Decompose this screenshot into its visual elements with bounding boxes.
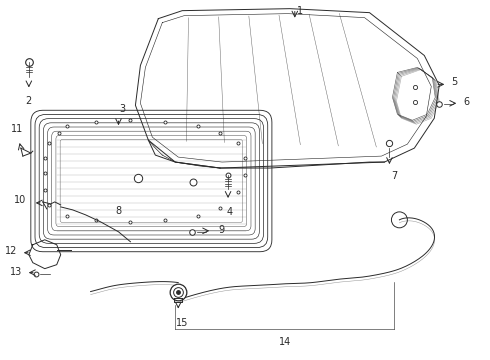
Text: 1: 1 xyxy=(297,6,303,16)
Text: 15: 15 xyxy=(176,319,189,328)
Text: 10: 10 xyxy=(14,195,26,205)
Text: 4: 4 xyxy=(227,207,233,217)
Text: 11: 11 xyxy=(11,124,23,134)
Text: 6: 6 xyxy=(463,97,469,107)
Text: 3: 3 xyxy=(120,104,125,114)
Text: 12: 12 xyxy=(4,246,17,256)
Text: 13: 13 xyxy=(10,267,22,276)
Text: 9: 9 xyxy=(218,225,224,235)
Text: 5: 5 xyxy=(451,77,458,87)
Text: 7: 7 xyxy=(392,171,397,181)
Text: 14: 14 xyxy=(279,337,291,347)
Text: 8: 8 xyxy=(116,206,122,216)
Text: 2: 2 xyxy=(25,96,32,106)
